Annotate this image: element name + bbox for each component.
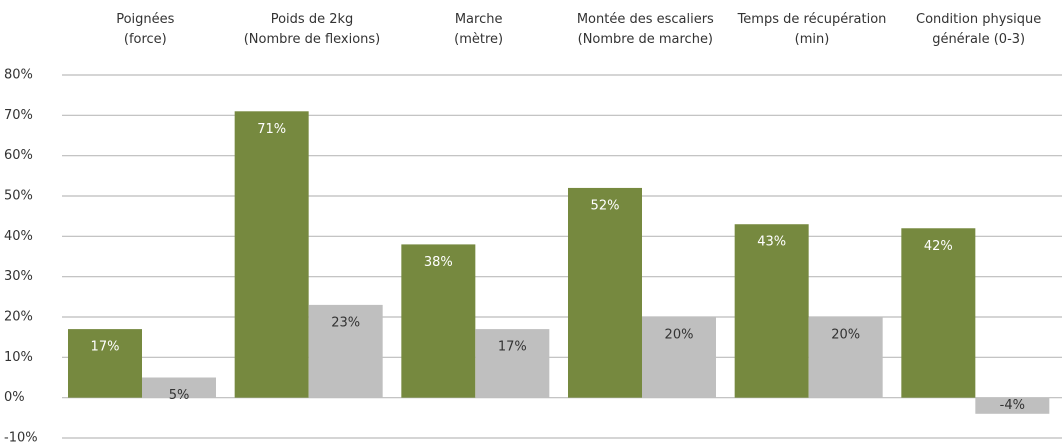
bar xyxy=(142,377,216,398)
bar xyxy=(734,224,809,398)
bar xyxy=(808,317,883,398)
category-label: Montée des escaliers (Nombre de marche) xyxy=(576,12,714,47)
data-label: 17% xyxy=(498,340,527,355)
bar xyxy=(475,329,550,398)
category-label: Marche (mètre) xyxy=(454,12,504,47)
y-tick-label: -10% xyxy=(4,431,38,444)
data-label: 52% xyxy=(591,198,620,213)
y-tick-label: 50% xyxy=(4,189,33,204)
data-label: 43% xyxy=(757,235,786,250)
category-label: Condition physique générale (0-3) xyxy=(916,12,1042,47)
data-label: 42% xyxy=(924,239,953,254)
category-label: Poids de 2kg (Nombre de flexions) xyxy=(243,12,381,47)
data-label: 20% xyxy=(831,328,860,343)
data-label: 5% xyxy=(169,388,190,403)
bar xyxy=(901,228,976,398)
data-label: 71% xyxy=(257,122,286,137)
bar xyxy=(68,329,142,398)
y-tick-label: 70% xyxy=(4,108,33,123)
category-label: Temps de récupération (min) xyxy=(737,12,887,47)
bar xyxy=(401,244,476,398)
data-label: 23% xyxy=(331,315,360,330)
category-label: Poignées (force) xyxy=(116,12,175,47)
y-tick-label: 0% xyxy=(4,390,25,405)
data-label: 38% xyxy=(424,255,453,270)
data-label: -4% xyxy=(1000,398,1025,413)
bar xyxy=(234,111,309,398)
bar xyxy=(975,397,1050,414)
y-tick-label: 20% xyxy=(4,310,33,325)
y-tick-label: 30% xyxy=(4,269,33,284)
y-tick-label: 80% xyxy=(4,68,33,83)
y-tick-label: 10% xyxy=(4,350,33,365)
bar xyxy=(642,317,716,398)
bar xyxy=(308,304,383,398)
data-label: 17% xyxy=(91,340,120,355)
data-label: 20% xyxy=(665,328,694,343)
y-tick-label: 60% xyxy=(4,148,33,163)
bar xyxy=(568,187,642,398)
y-tick-label: 40% xyxy=(4,229,33,244)
